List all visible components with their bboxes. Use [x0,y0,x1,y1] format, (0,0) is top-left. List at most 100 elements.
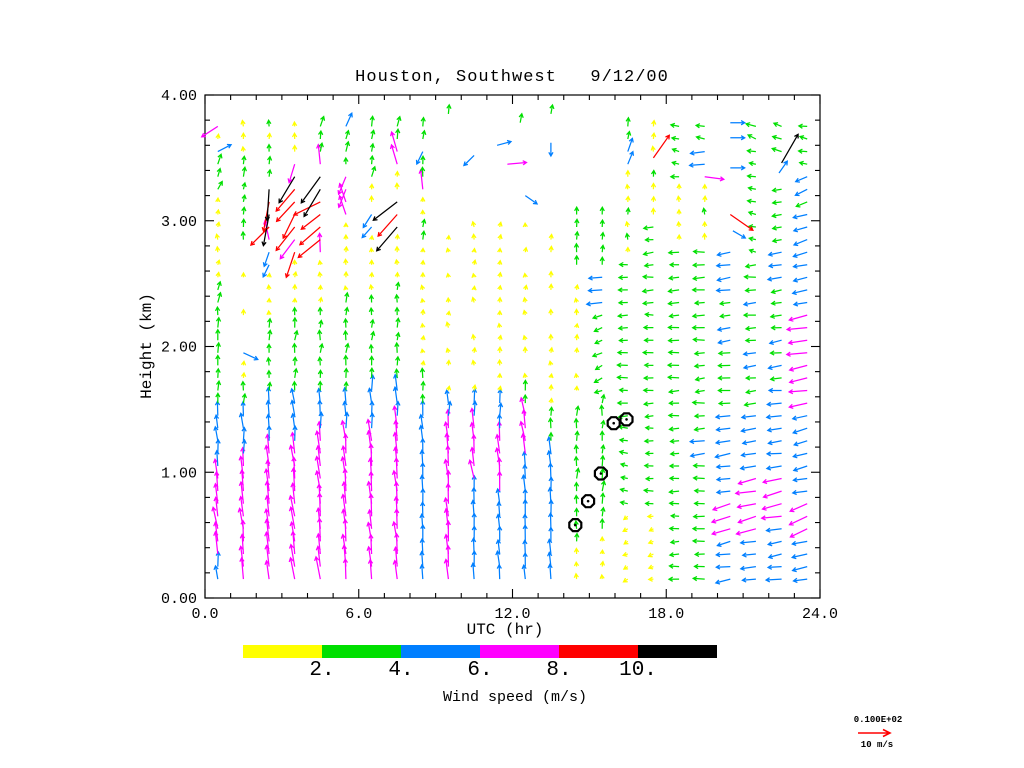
wind-arrow [369,366,375,378]
wind-arrow [265,386,272,404]
wind-arrow [593,389,603,395]
wind-arrow [292,270,298,278]
wind-arrow [293,367,299,379]
x-axis-label: UTC (hr) [466,621,544,639]
wind-arrow [314,455,321,479]
wind-arrow [369,412,375,429]
wind-arrow [575,467,581,479]
wind-arrow [676,183,682,190]
wind-arrow [303,188,321,218]
wind-arrow [266,143,272,152]
wind-arrow [447,400,453,416]
wind-arrow [369,154,375,165]
wind-arrow [623,539,629,545]
wind-arrow [646,513,654,520]
wind-arrow [394,293,400,303]
wind-arrow [266,309,272,316]
wind-arrow [395,400,401,416]
wind-arrow [522,346,528,353]
wind-arrow [736,503,757,510]
wind-arrow [717,400,731,407]
wind-arrow [642,488,654,494]
wind-arrow [420,271,426,278]
wind-arrow [717,362,731,369]
wind-arrow [668,463,680,469]
wind-arrow [262,251,270,268]
wind-arrow [495,538,501,555]
wind-arrow-single [730,165,746,171]
wind-arrow [669,513,680,519]
wind-arrow [497,233,503,240]
wind-arrow [716,251,731,257]
wind-arrow [365,418,373,441]
wind-arrow [600,506,606,517]
wind-arrow [798,135,808,141]
track-marker [568,517,583,533]
wind-arrow [599,517,605,529]
wind-arrow [797,148,808,154]
wind-arrow [742,312,756,318]
wind-arrow [471,383,477,391]
wind-arrow [497,247,503,253]
wind-arrow [394,245,400,253]
wind-arrow [341,444,347,467]
wind-arrow [625,183,631,190]
wind-arrow [267,329,273,341]
wind-arrow [625,246,631,253]
wind-arrow [369,142,375,152]
wind-arrow [666,362,680,368]
wind-arrow [342,329,349,341]
wind-arrow [693,488,705,494]
colorbar-boundary-label: 2. [309,659,335,682]
wind-arrow [785,326,808,332]
wind-arrow [497,309,503,316]
wind-arrow [391,520,398,542]
wind-arrow [345,112,353,127]
wind-arrow [497,271,503,278]
wind-arrow [650,195,657,202]
wind-arrow [668,500,680,507]
wind-arrow [200,125,219,138]
wind-arrow [275,201,296,223]
wind-arrow [292,259,298,265]
wind-arrow [740,427,757,433]
wind-arrow [746,198,756,204]
wind-arrow [241,392,247,404]
wind-arrow [710,515,731,524]
wind-arrow [369,183,375,190]
wind-arrow [497,322,503,328]
wind-arrow [300,176,321,204]
wind-arrow [497,525,503,542]
wind-arrow [792,301,808,307]
wind-arrow [361,226,373,239]
wind-arrow [573,547,580,555]
wind-arrow [472,400,478,416]
wind-arrow [693,350,705,357]
wind-arrow [240,371,247,378]
wind-arrow [762,490,782,499]
wind-arrow [497,358,503,366]
wind-arrow [642,375,654,381]
wind-arrow [617,325,628,331]
wind-arrow [715,464,731,470]
wind-arrow [420,393,426,404]
wind-arrow [739,465,757,471]
wind-arrow [767,251,782,257]
wind-arrow [290,399,296,416]
wind-arrow [519,420,526,441]
wind-arrow-single [549,103,555,115]
wind-arrow [744,287,756,293]
wind-arrow [240,132,247,139]
colorbar-segment [243,645,322,658]
wind-arrow [262,264,270,279]
wind-arrow [215,316,222,328]
wind-arrow [522,334,528,341]
wind-arrow [340,455,347,479]
wind-arrow [496,413,503,429]
wind-arrow [496,500,502,517]
wind-arrow [771,225,782,231]
wind-arrow [573,417,579,429]
wind-arrow [548,406,554,416]
wind-arrow [715,564,731,570]
wind-arrow [497,346,503,353]
